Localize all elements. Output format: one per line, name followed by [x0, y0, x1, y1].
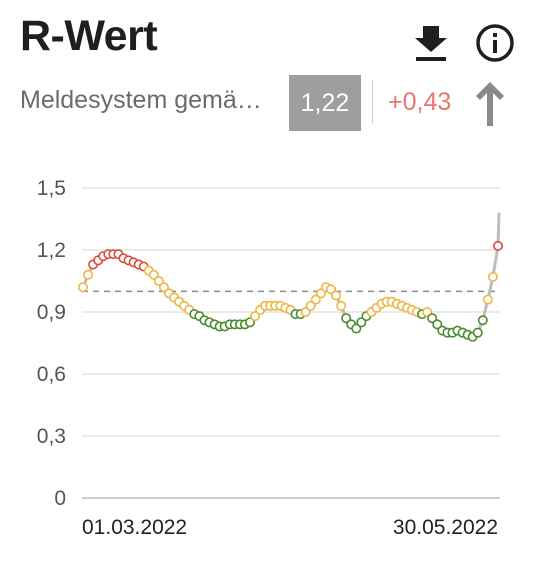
data-point — [341, 313, 352, 324]
y-tick-label: 0 — [54, 487, 66, 510]
y-tick-label: 1,5 — [37, 177, 66, 200]
y-tick-label: 0,3 — [37, 425, 66, 448]
data-point — [487, 271, 498, 282]
y-tick-label: 0,6 — [37, 363, 66, 386]
data-point — [427, 313, 438, 324]
info-icon[interactable] — [474, 22, 516, 69]
y-tick-label: 1,2 — [37, 239, 66, 262]
data-point — [477, 315, 488, 326]
data-point — [432, 319, 443, 330]
data-point — [331, 290, 342, 301]
data-point — [153, 276, 164, 287]
divider — [372, 80, 373, 124]
subtitle: Meldesystem gemä… — [20, 86, 262, 114]
data-point — [492, 240, 503, 251]
data-point — [336, 300, 347, 311]
delta-value: +0,43 — [388, 88, 452, 116]
data-point — [351, 323, 362, 334]
data-point — [325, 284, 336, 295]
data-point — [300, 307, 311, 318]
data-point — [482, 294, 493, 305]
data-point — [310, 294, 321, 305]
r-value-chart: 0 0,3 0,6 0,9 1,2 1,5 01.03.2022 30.05.2022 — [37, 177, 503, 539]
data-point — [158, 282, 169, 293]
y-tick-label: 0,9 — [37, 301, 66, 324]
data-point — [250, 311, 261, 322]
current-value-badge: 1,22 — [289, 75, 361, 131]
arrow-up-icon — [474, 80, 506, 133]
download-icon[interactable] — [414, 24, 448, 69]
data-point — [83, 269, 94, 280]
page-title: R-Wert — [20, 12, 158, 60]
x-tick-label: 30.05.2022 — [393, 516, 498, 539]
data-point — [148, 269, 159, 280]
data-point — [245, 317, 256, 328]
data-point — [422, 307, 433, 318]
data-point — [305, 300, 316, 311]
series-line-tail — [496, 212, 501, 248]
x-tick-label: 01.03.2022 — [82, 516, 187, 539]
data-point — [315, 288, 326, 299]
data-point — [472, 327, 483, 338]
data-point — [78, 282, 89, 293]
data-point — [356, 317, 367, 328]
